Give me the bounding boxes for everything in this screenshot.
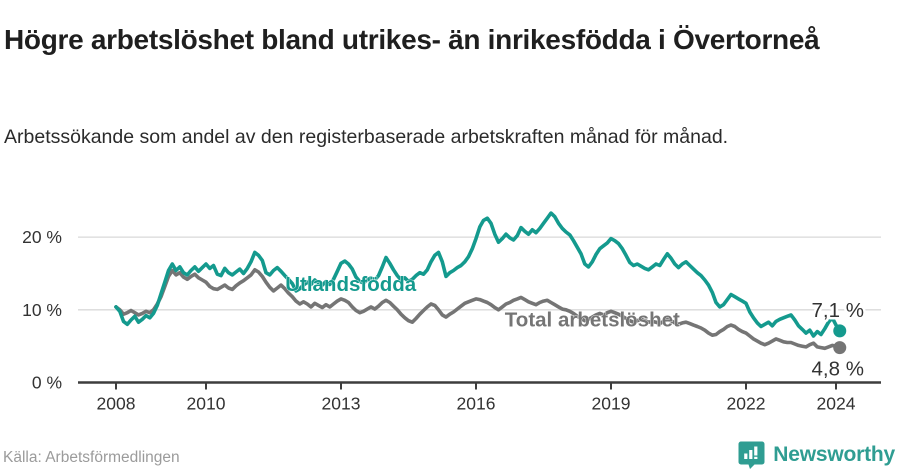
x-tick-label-2008: 2008 [97, 394, 136, 414]
x-tick-label-2022: 2022 [727, 394, 766, 414]
end-dot-total-arbetsl-shet [833, 341, 847, 355]
series-label-utlandsf-dda: Utlandsfödda [285, 273, 417, 296]
brand-logo: Newsworthy [738, 440, 895, 470]
x-tick-label-2019: 2019 [592, 394, 631, 414]
source-credit: Källa: Arbetsförmedlingen [3, 449, 180, 466]
newsworthy-icon [738, 441, 765, 469]
x-tick-label-2010: 2010 [187, 394, 226, 414]
line-chart: 2008 2010 2013 2016 2019 2022 2024 0 % 10 % 20 % 7… [0, 188, 900, 423]
y-tick-label-10: 10 % [22, 300, 62, 320]
series-line-total-arbetsl-shet [114, 268, 842, 351]
y-tick-label-0: 0 % [32, 373, 62, 393]
end-value-label: 7,1 % [812, 299, 864, 322]
x-tick-label-2013: 2013 [322, 394, 361, 414]
x-tick-label-2024: 2024 [817, 394, 856, 414]
end-value-label: 4,8 % [812, 358, 864, 381]
end-dot-utlandsf-dda [833, 324, 847, 338]
chart-canvas: 2008 2010 2013 2016 2019 2022 2024 0 % 10 % 20 % 7… [22, 211, 881, 414]
brand-name: Newsworthy [773, 443, 895, 466]
series-line-utlandsf-dda [114, 211, 842, 338]
x-tick-label-2016: 2016 [457, 394, 496, 414]
y-tick-label-20: 20 % [22, 227, 62, 247]
chart-subtitle: Arbetssökande som andel av den registerb… [4, 125, 729, 148]
page-title: Högre arbetslöshet bland utrikes- än inr… [4, 23, 820, 55]
series-label-total-arbetsl-shet: Total arbetslöshet [505, 309, 680, 332]
